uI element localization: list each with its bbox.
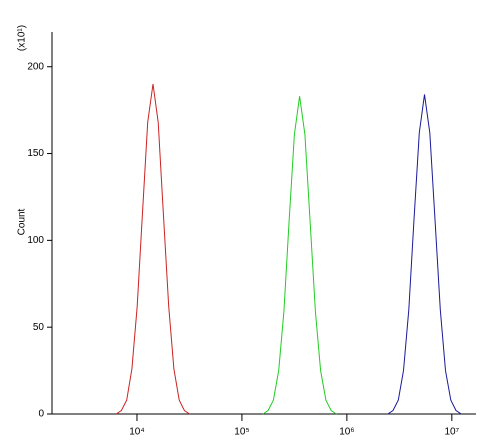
y-tick-label: 50 (33, 322, 45, 333)
y-tick-label: 200 (27, 61, 44, 72)
y-tick-label: 0 (38, 409, 44, 420)
histogram-line (115, 84, 190, 415)
x-tick-label: 10⁴ (129, 427, 144, 438)
y-axis-label: Count (17, 208, 28, 235)
y-tick-label: 100 (27, 235, 44, 246)
x-tick-label: 10⁷ (444, 427, 459, 438)
histogram-line (387, 94, 462, 415)
y-tick-label: 150 (27, 148, 44, 159)
histogram-line (262, 96, 337, 415)
x-tick-label: 10⁵ (234, 427, 249, 438)
y-multiplier: (x10¹) (17, 25, 28, 51)
x-tick-label: 10⁶ (339, 427, 354, 438)
